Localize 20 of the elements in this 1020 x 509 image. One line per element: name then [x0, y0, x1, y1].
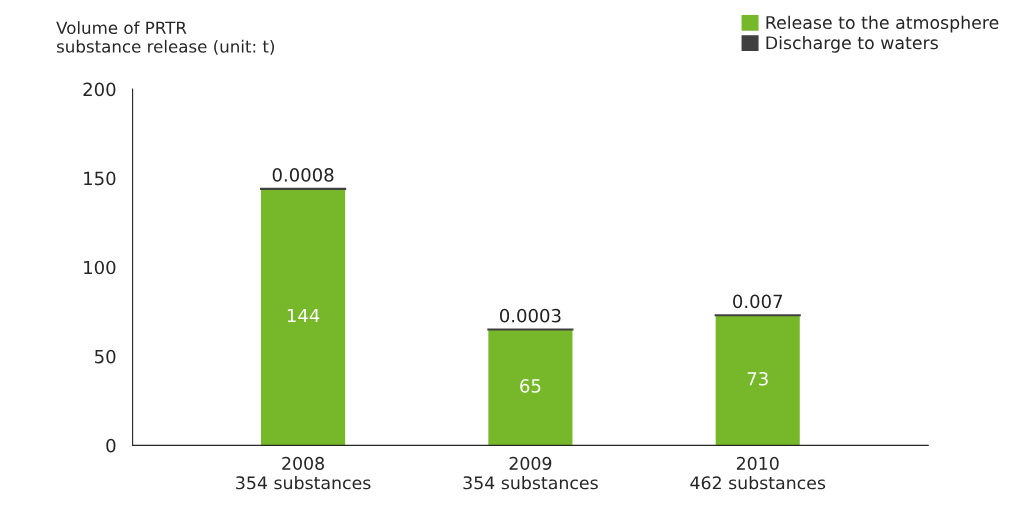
bar — [261, 188, 346, 446]
y-tick-label: 100 — [84, 260, 116, 275]
x-tick-label: 2010 462 substances — [690, 456, 826, 490]
y-axis-title: Volume of PRTR substance release (unit: t) — [56, 21, 275, 55]
x-tick-label: 2009 354 substances — [463, 456, 598, 490]
data-label: 65 — [520, 379, 541, 393]
y-tick-label: 50 — [95, 349, 116, 364]
y-tick-label: 200 — [83, 82, 116, 97]
data-label: 144 — [287, 308, 320, 323]
y-tick-label: 150 — [84, 171, 116, 186]
bar — [715, 315, 800, 446]
y-tick-label: 0 — [106, 438, 116, 453]
data-label: 0.0008 — [272, 168, 334, 182]
legend-label: Discharge to waters — [766, 35, 938, 53]
legend-label: Release to the atmosphere — [766, 15, 999, 33]
x-tick-label: 2008 354 substances — [236, 456, 371, 490]
bar — [488, 329, 573, 446]
data-label: 0.0003 — [500, 308, 561, 323]
data-label: 73 — [747, 371, 768, 386]
data-label: 0.007 — [733, 294, 783, 309]
